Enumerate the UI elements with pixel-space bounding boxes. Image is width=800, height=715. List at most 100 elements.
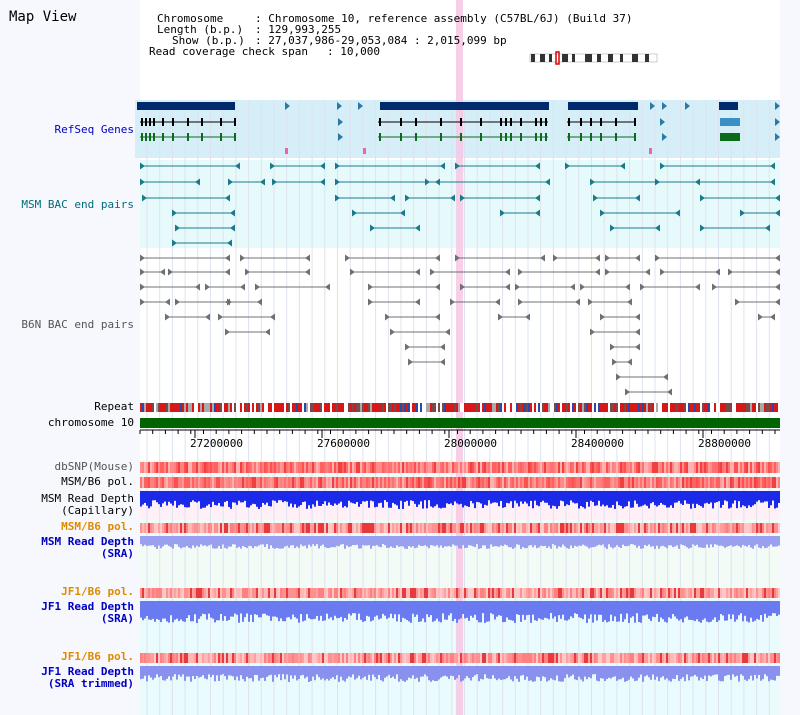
depth-mark	[528, 601, 530, 615]
depth-mark	[770, 601, 772, 616]
depth-mark	[706, 666, 708, 682]
heat-mark	[464, 462, 466, 473]
heat-mark	[418, 462, 420, 473]
depth-mark	[552, 666, 554, 680]
heat-mark	[268, 588, 270, 598]
heat-mark	[540, 523, 542, 533]
heat-mark	[312, 523, 314, 533]
heat-mark	[528, 462, 530, 473]
depth-mark	[666, 601, 668, 623]
heat-mark	[372, 523, 374, 533]
depth-mark	[456, 491, 458, 504]
heat-mark	[656, 462, 658, 473]
heat-mark	[206, 588, 208, 598]
repeat-mark	[430, 403, 432, 412]
heat-mark	[436, 588, 438, 598]
depth-mark	[466, 536, 468, 548]
heat-mark	[434, 588, 436, 598]
heat-mark	[618, 653, 620, 663]
heat-mark	[218, 588, 220, 598]
depth-mark	[496, 536, 498, 547]
depth-mark	[376, 536, 378, 546]
heat-mark	[422, 462, 424, 473]
heat-mark	[572, 523, 574, 533]
depth-mark	[744, 536, 746, 546]
track-label-msm-bac: MSM BAC end pairs	[21, 198, 134, 211]
heat-mark	[198, 462, 200, 473]
depth-mark	[468, 491, 470, 507]
heat-mark	[170, 477, 172, 488]
repeat-mark	[630, 403, 632, 412]
depth-mark	[242, 536, 244, 546]
bac-end	[435, 283, 440, 291]
depth-mark	[208, 666, 210, 675]
gene-arrow	[358, 102, 363, 110]
depth-mark	[150, 491, 152, 507]
heat-mark	[670, 588, 672, 598]
depth-mark	[480, 666, 482, 679]
heat-mark	[246, 462, 248, 473]
depth-mark	[560, 666, 562, 682]
depth-mark	[384, 536, 386, 546]
heat-mark	[518, 462, 520, 473]
heat-mark	[454, 477, 456, 488]
depth-mark	[202, 491, 204, 508]
depth-mark	[532, 666, 534, 682]
depth-mark	[494, 536, 496, 547]
depth-mark	[530, 666, 532, 681]
repeat-mark	[612, 403, 614, 412]
depth-mark	[418, 536, 420, 545]
repeat-mark	[546, 403, 548, 412]
depth-mark	[340, 666, 342, 677]
heat-mark	[340, 588, 342, 598]
heat-mark	[474, 653, 476, 663]
heat-mark	[534, 477, 536, 488]
heat-mark	[474, 462, 476, 473]
heat-mark	[360, 477, 362, 488]
depth-mark	[620, 536, 622, 548]
gene-block	[720, 118, 740, 126]
heat-mark	[232, 653, 234, 663]
depth-mark	[530, 601, 532, 623]
heat-mark	[418, 477, 420, 488]
heat-mark	[758, 588, 760, 598]
heat-mark	[598, 477, 600, 488]
bac-end	[408, 358, 413, 366]
depth-mark	[708, 491, 710, 504]
heat-mark	[740, 477, 742, 488]
heat-mark	[318, 588, 320, 598]
repeat-mark	[400, 403, 402, 412]
heat-mark	[614, 462, 616, 473]
repeat-mark	[280, 403, 282, 412]
depth-mark	[200, 601, 202, 617]
heat-mark	[764, 477, 766, 488]
heat-mark	[572, 588, 574, 598]
heat-mark	[162, 588, 164, 598]
heat-mark	[252, 462, 254, 473]
heat-mark	[646, 523, 648, 533]
heat-mark	[158, 477, 160, 488]
heat-mark	[434, 523, 436, 533]
heat-mark	[386, 477, 388, 488]
depth-mark	[504, 666, 506, 680]
depth-mark	[184, 666, 186, 681]
depth-mark	[716, 601, 718, 622]
heat-mark	[426, 523, 428, 533]
repeat-mark	[650, 403, 652, 412]
repeat-mark	[390, 403, 392, 412]
repeat-mark	[652, 403, 654, 412]
depth-mark	[584, 491, 586, 509]
heat-mark	[524, 477, 526, 488]
depth-mark	[158, 536, 160, 546]
depth-mark	[256, 536, 258, 547]
depth-mark	[700, 666, 702, 678]
heat-mark	[592, 588, 594, 598]
repeat-mark	[282, 403, 284, 412]
repeat-mark	[418, 403, 420, 412]
depth-mark	[660, 536, 662, 547]
depth-mark	[582, 666, 584, 682]
depth-mark	[528, 666, 530, 681]
repeat-mark	[480, 403, 482, 412]
heat-mark	[140, 653, 142, 663]
